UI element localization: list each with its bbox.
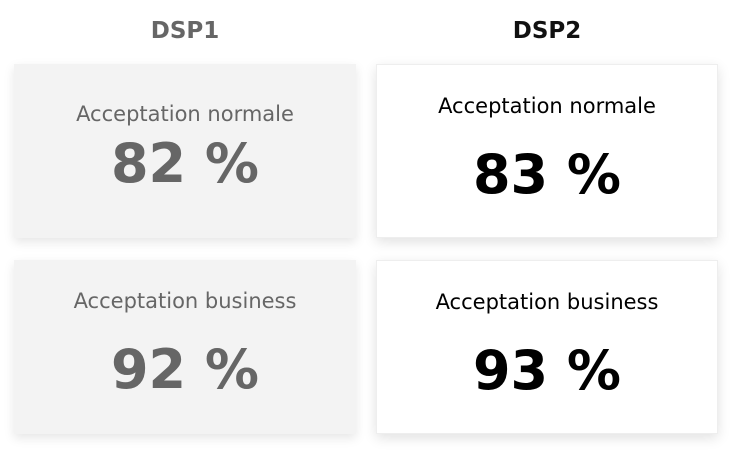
metric-value: 82 % [110,132,260,195]
metric-value: 93 % [472,339,622,402]
metric-label: Acceptation normale [438,94,656,118]
metric-label: Acceptation business [73,289,297,313]
metric-card: Acceptation business 93 % [376,260,718,434]
metric-value: 92 % [110,338,260,401]
metric-label: Acceptation business [435,290,659,314]
metric-card: Acceptation normale 83 % [376,64,718,238]
column-title: DSP1 [150,18,220,44]
metric-card: Acceptation normale 82 % [14,64,356,238]
metric-value: 83 % [472,143,622,206]
metric-label: Acceptation normale [76,102,294,126]
metric-card: Acceptation business 92 % [14,260,356,434]
column-title: DSP2 [512,18,582,44]
